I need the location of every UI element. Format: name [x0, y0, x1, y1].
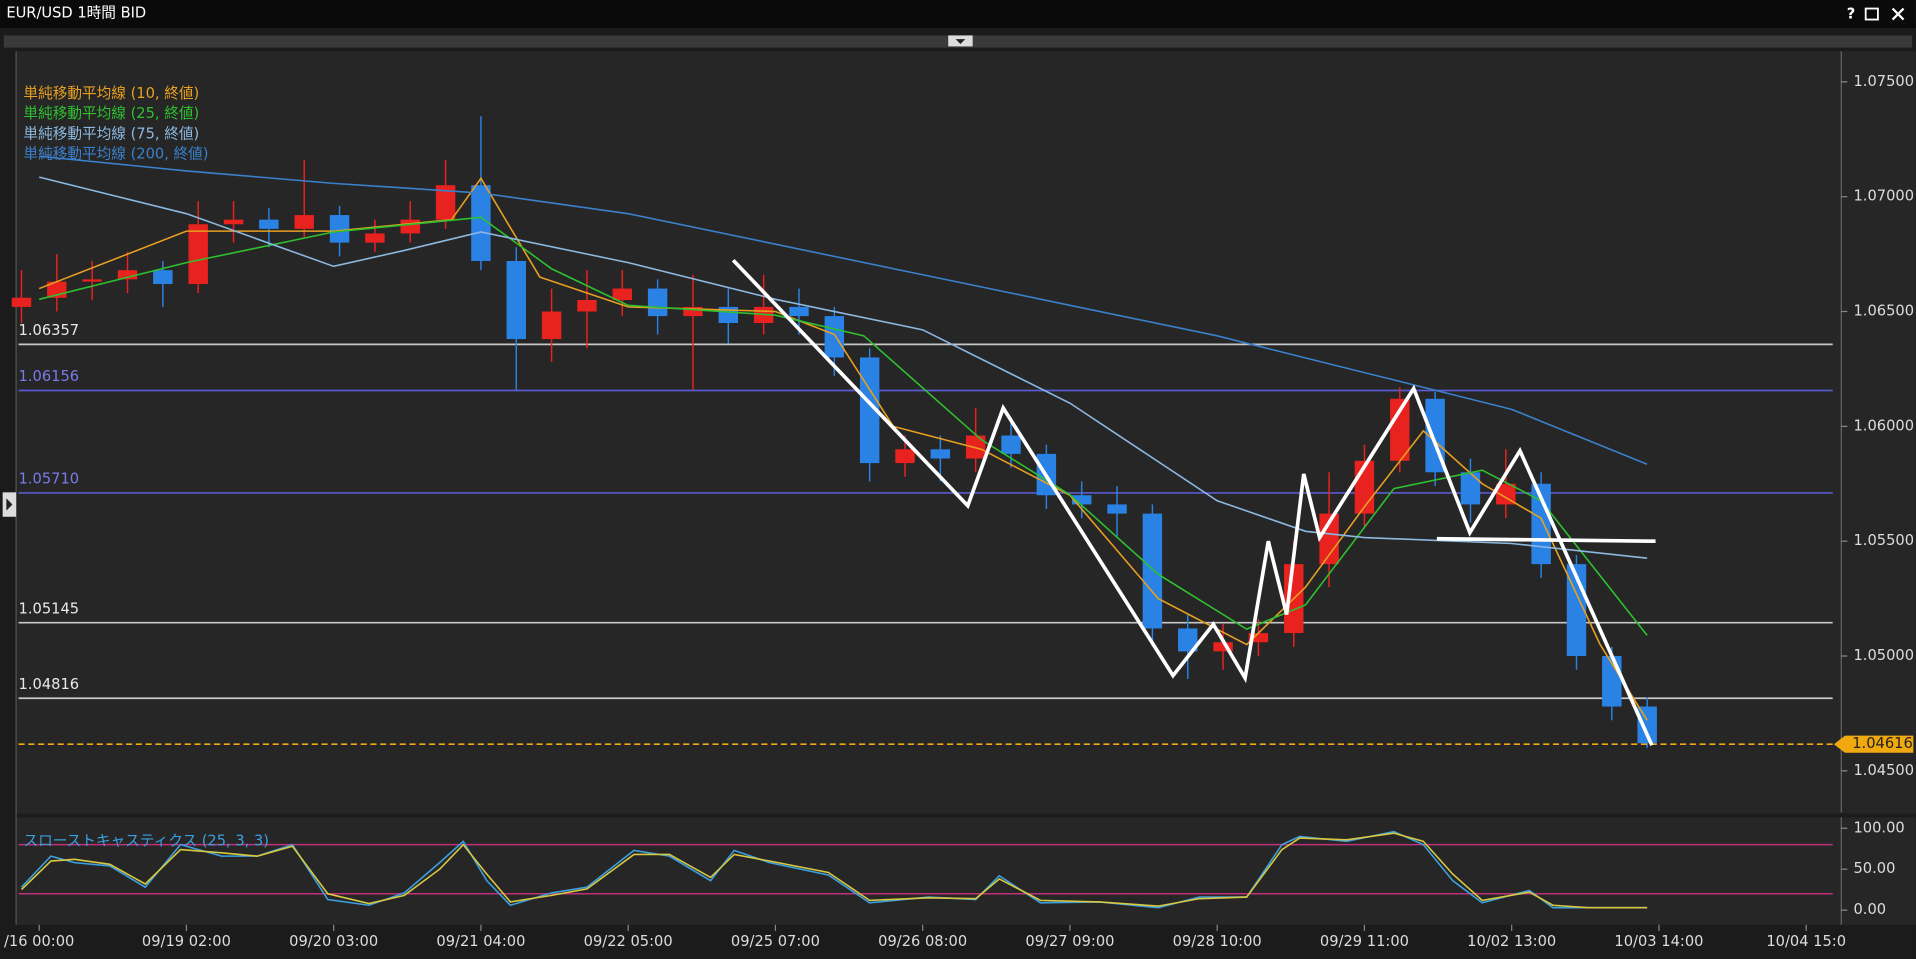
y-tick-label: 1.05500	[1853, 532, 1914, 549]
level-label: 1.06357	[19, 322, 80, 339]
y-tick-label: 1.07500	[1853, 73, 1914, 90]
stoch-legend: スローストキャスティクス (25, 3, 3)	[23, 833, 269, 850]
collapse-arrow	[955, 39, 966, 44]
legend-entry: 単純移動平均線 (200, 終値)	[23, 146, 208, 163]
candle-body	[329, 215, 350, 243]
y-tick-label: 1.04500	[1853, 762, 1914, 779]
candle-body	[541, 311, 562, 340]
candle-body	[577, 300, 597, 312]
candle-body	[1142, 513, 1163, 629]
candle-body	[647, 288, 668, 317]
x-tick-label: 10/04 15:0	[1766, 933, 1846, 950]
candle-body	[683, 306, 703, 317]
x-tick-label: 10/03 14:00	[1614, 933, 1703, 950]
candle-body	[294, 215, 314, 229]
y-tick-label: 1.07000	[1853, 188, 1914, 205]
candle-body	[259, 219, 279, 229]
candle-body	[1107, 504, 1127, 514]
legend-entry: 単純移動平均線 (75, 終値)	[23, 125, 199, 142]
title-bar	[0, 0, 1916, 29]
candle-body	[1319, 513, 1339, 565]
x-tick-label: 09/20 03:00	[289, 933, 378, 950]
candle-body	[188, 224, 208, 284]
candle-body	[223, 219, 244, 225]
x-tick-label: 09/22 05:00	[584, 933, 673, 950]
candle-body	[895, 449, 915, 464]
x-tick-label: 09/21 04:00	[436, 933, 525, 950]
candle-body	[1460, 472, 1481, 505]
y-tick-label: 1.05000	[1853, 647, 1914, 664]
candle-body	[400, 219, 420, 234]
indicator-line	[38, 176, 1648, 721]
y-tick-label: 0.00	[1853, 901, 1886, 918]
level-label: 1.05145	[19, 600, 80, 617]
level-label: 1.06156	[19, 368, 80, 385]
x-tick-label: 09/29 11:00	[1320, 933, 1409, 950]
legend-entry: 単純移動平均線 (10, 終値)	[23, 85, 199, 102]
candle-body	[1637, 706, 1657, 744]
indicator-line	[39, 176, 1648, 559]
legend-entry: 単純移動平均線 (25, 終値)	[23, 105, 199, 122]
indicator-line	[20, 832, 1648, 909]
candle-body	[1390, 398, 1410, 461]
window-title: EUR/USD 1時間 BID	[6, 4, 146, 21]
x-tick-label: 10/02 13:00	[1467, 933, 1556, 950]
x-tick-label: 09/28 10:00	[1173, 933, 1262, 950]
candle-body	[153, 270, 173, 284]
x-tick-label: 09/19 02:00	[142, 933, 231, 950]
indicator-line	[39, 216, 1648, 636]
candle-body	[1001, 435, 1021, 454]
neckline-drawing	[1436, 536, 1656, 544]
current-price-tag	[1833, 735, 1914, 753]
maximize-button[interactable]	[1864, 7, 1879, 21]
y-tick-label: 1.06000	[1853, 417, 1914, 434]
level-label: 1.04816	[19, 676, 80, 693]
y-tick-label: 100.00	[1853, 819, 1904, 836]
indicator-line	[39, 155, 1648, 465]
candle-body	[930, 449, 951, 459]
x-tick-label: 09/27 09:00	[1025, 933, 1114, 950]
current-price-label: 1.04616	[1852, 735, 1913, 752]
candle-body	[1178, 628, 1198, 652]
candle-body	[1213, 642, 1233, 652]
main-panel	[16, 51, 1916, 814]
candle-body	[1071, 495, 1092, 505]
candle-body	[1496, 483, 1516, 505]
candle-body	[789, 306, 809, 317]
y-tick-label: 1.06500	[1853, 303, 1914, 320]
candle-body	[117, 270, 138, 280]
side-tab-arrow	[6, 498, 13, 511]
candle-body	[471, 185, 491, 261]
candle-body	[82, 279, 102, 282]
stoch-panel	[16, 817, 1916, 925]
candle-body	[11, 297, 32, 307]
candle-body	[859, 357, 880, 464]
x-tick-label: 09/26 08:00	[878, 933, 967, 950]
candle-body	[1248, 633, 1269, 643]
x-tick-label: 09/25 07:00	[731, 933, 820, 950]
candle-body	[612, 288, 633, 301]
level-label: 1.05710	[19, 471, 80, 488]
candle-body	[435, 185, 456, 220]
close-button[interactable]	[1891, 7, 1905, 21]
plot-layer: 1.06357 1.06156 1.05710 1.05145 1.04816 単純移動平…	[4, 73, 1914, 950]
candle-body	[506, 260, 526, 340]
trend-drawing	[731, 258, 1654, 746]
candle-body	[824, 316, 845, 358]
y-tick-label: 50.00	[1853, 860, 1895, 877]
candle-body	[365, 233, 385, 243]
x-tick-label: /16 00:00	[4, 933, 74, 950]
candle-body	[1531, 483, 1551, 565]
help-button[interactable]: ?	[1847, 6, 1856, 23]
